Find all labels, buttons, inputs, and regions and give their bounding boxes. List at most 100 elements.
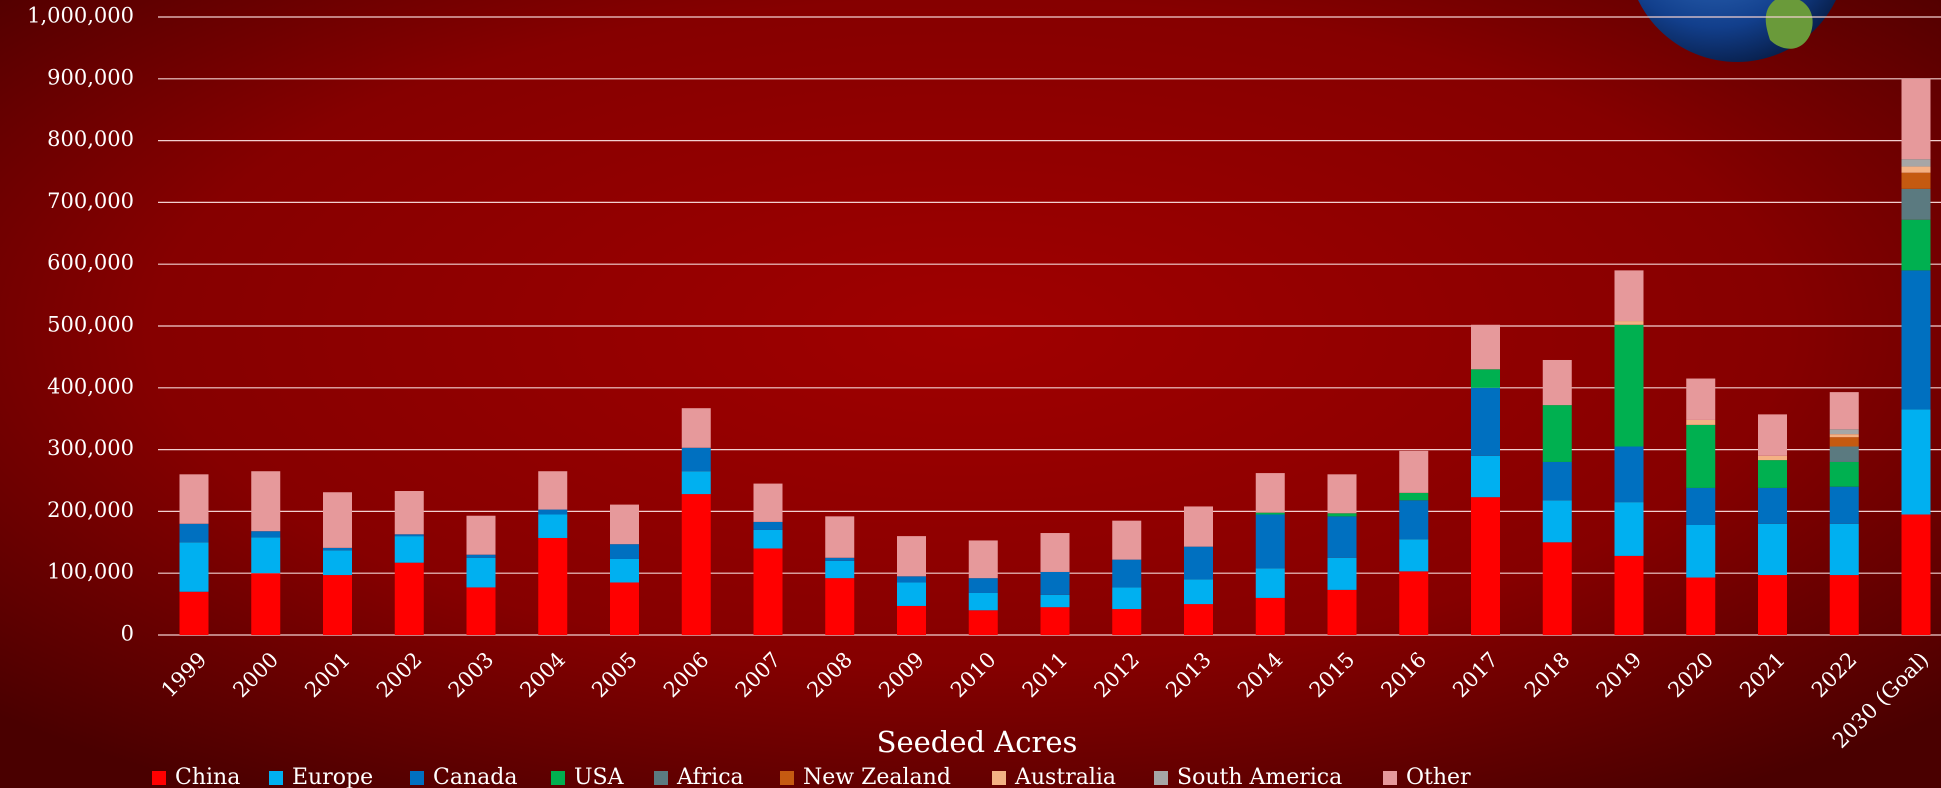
legend-swatch bbox=[992, 771, 1006, 785]
bar-segment bbox=[1614, 446, 1644, 503]
legend-label: Canada bbox=[433, 765, 517, 788]
bar-segment bbox=[753, 483, 783, 522]
bar-segment bbox=[1255, 512, 1285, 515]
legend-label: China bbox=[175, 765, 240, 788]
bar-segment bbox=[1399, 500, 1429, 540]
bar-segment bbox=[1112, 520, 1142, 560]
x-axis-title: Seeded Acres bbox=[877, 725, 1078, 759]
bar-segment bbox=[1829, 437, 1859, 447]
bar-segment bbox=[1542, 359, 1572, 406]
bar-segment bbox=[1112, 587, 1142, 610]
bar-segment bbox=[1901, 409, 1931, 515]
bar-segment bbox=[681, 447, 711, 472]
bar-segment bbox=[1686, 524, 1716, 578]
bar-segment bbox=[1829, 523, 1859, 576]
bar-segment bbox=[1758, 414, 1787, 456]
bar-segment bbox=[825, 560, 855, 579]
bar-segment bbox=[323, 550, 352, 576]
bar-segment bbox=[1255, 473, 1285, 513]
bar-segment bbox=[1327, 557, 1357, 590]
bar-segment bbox=[897, 576, 926, 583]
bar-segment bbox=[1758, 523, 1787, 576]
bar-segment bbox=[394, 562, 424, 635]
bar-segment bbox=[1901, 514, 1931, 635]
bar-segment bbox=[1399, 571, 1429, 635]
bar-segment bbox=[825, 557, 855, 561]
globe-decoration bbox=[1638, 0, 1836, 62]
bar-segment bbox=[1471, 387, 1500, 456]
y-tick-label: 800,000 bbox=[47, 127, 134, 151]
bar-segment bbox=[1542, 542, 1572, 635]
bar-segment bbox=[538, 537, 568, 635]
bar-segment bbox=[1614, 502, 1644, 556]
y-tick-label: 200,000 bbox=[47, 498, 134, 522]
bar-segment bbox=[1112, 559, 1142, 588]
y-tick-label: 100,000 bbox=[47, 560, 134, 584]
bar-segment bbox=[538, 471, 568, 510]
bar-segment bbox=[1255, 514, 1285, 569]
y-tick-label: 600,000 bbox=[47, 251, 134, 275]
bar-segment bbox=[1829, 392, 1859, 430]
legend-label: Africa bbox=[676, 765, 744, 788]
bar-segment bbox=[681, 494, 711, 635]
bar-segment bbox=[1327, 513, 1357, 517]
bar-segment bbox=[251, 471, 281, 532]
bar-segment bbox=[251, 531, 281, 538]
y-tick-label: 500,000 bbox=[47, 313, 134, 337]
bar-segment bbox=[825, 578, 855, 635]
bar-segment bbox=[1327, 516, 1357, 558]
bar-segment bbox=[1399, 450, 1429, 493]
bar-segment bbox=[1686, 487, 1716, 525]
bar-segment bbox=[1184, 546, 1213, 580]
bar-segment bbox=[1901, 219, 1931, 271]
legend-label: Europe bbox=[292, 765, 373, 788]
y-tick-label: 300,000 bbox=[47, 436, 134, 460]
bar-segment bbox=[251, 537, 281, 574]
bar-segment bbox=[968, 592, 998, 611]
bar-segment bbox=[1901, 78, 1931, 160]
y-tick-label: 700,000 bbox=[47, 189, 134, 213]
bar-segment bbox=[753, 548, 783, 635]
bar-segment bbox=[897, 536, 926, 577]
bar-segment bbox=[1686, 378, 1716, 420]
bar-segment bbox=[394, 534, 424, 537]
bar-segment bbox=[538, 509, 568, 515]
bar-segment bbox=[1040, 571, 1070, 595]
bar-segment bbox=[610, 558, 639, 583]
bar-segment bbox=[1614, 321, 1644, 325]
y-tick-label: 900,000 bbox=[47, 65, 134, 89]
bar-segment bbox=[394, 491, 424, 535]
bar-segment bbox=[1184, 579, 1213, 605]
bar-segment bbox=[323, 575, 352, 635]
bar-segment bbox=[1901, 172, 1931, 189]
legend-swatch bbox=[410, 771, 424, 785]
bar-segment bbox=[1829, 434, 1859, 438]
legend-swatch bbox=[152, 771, 166, 785]
bar-segment bbox=[825, 516, 855, 558]
bar-segment bbox=[1327, 589, 1357, 635]
bar-segment bbox=[1901, 159, 1931, 167]
bar-segment bbox=[968, 578, 998, 593]
bar-segment bbox=[1399, 539, 1429, 572]
bar-segment bbox=[897, 582, 926, 606]
bar-segment bbox=[968, 610, 998, 635]
bar-segment bbox=[323, 547, 352, 551]
bar-segment bbox=[1901, 166, 1931, 173]
bar-segment bbox=[1471, 369, 1500, 388]
bar-segment bbox=[1901, 188, 1931, 220]
legend-swatch bbox=[1154, 771, 1168, 785]
bar-segment bbox=[1040, 594, 1070, 608]
bar-segment bbox=[1829, 429, 1859, 435]
bar-segment bbox=[251, 573, 281, 635]
bar-segment bbox=[179, 474, 209, 524]
bar-segment bbox=[323, 492, 352, 548]
bar-segment bbox=[1614, 270, 1644, 322]
bar-segment bbox=[968, 540, 998, 579]
bar-segment bbox=[1829, 486, 1859, 524]
legend-swatch bbox=[551, 771, 565, 785]
bar-segment bbox=[1758, 487, 1787, 524]
bar-segment bbox=[466, 515, 496, 555]
y-tick-label: 0 bbox=[121, 622, 134, 646]
bar-segment bbox=[1686, 577, 1716, 635]
